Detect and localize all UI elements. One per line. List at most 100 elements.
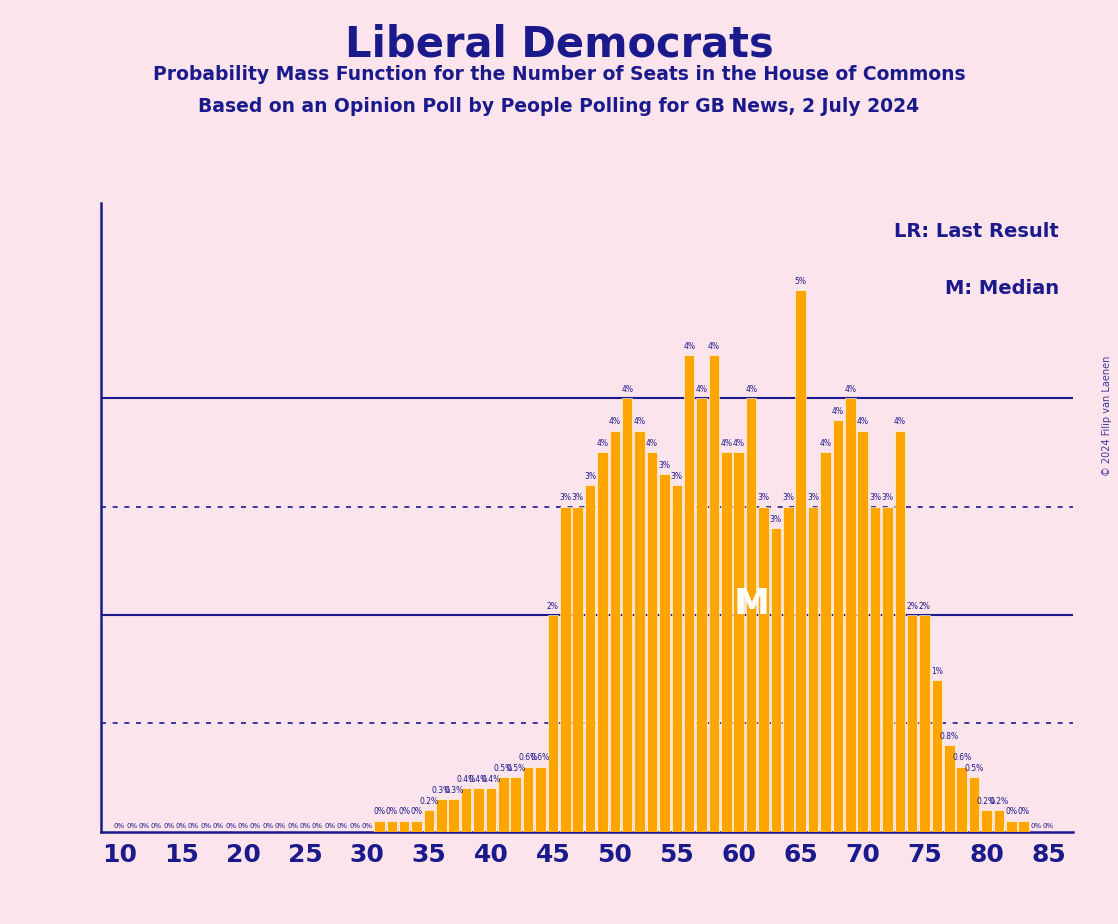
Bar bbox=[783, 506, 794, 832]
Text: 0%: 0% bbox=[373, 808, 386, 817]
Text: 0%: 0% bbox=[114, 823, 125, 830]
Text: 4%: 4% bbox=[856, 418, 869, 427]
Bar bbox=[609, 431, 620, 832]
Text: 0.5%: 0.5% bbox=[506, 764, 525, 773]
Bar bbox=[795, 290, 806, 832]
Bar bbox=[746, 398, 757, 832]
Text: 3%: 3% bbox=[559, 493, 571, 503]
Text: 0%: 0% bbox=[163, 823, 174, 830]
Text: 3%: 3% bbox=[881, 493, 893, 503]
Text: 0.6%: 0.6% bbox=[953, 753, 972, 762]
Bar bbox=[833, 419, 843, 832]
Bar bbox=[919, 615, 930, 832]
Text: 0%: 0% bbox=[300, 823, 311, 830]
Bar bbox=[387, 821, 397, 832]
Text: 2%: 2% bbox=[907, 602, 918, 611]
Bar bbox=[944, 745, 955, 832]
Text: 4%: 4% bbox=[819, 439, 832, 448]
Text: 4%: 4% bbox=[832, 407, 844, 416]
Text: 0%: 0% bbox=[275, 823, 286, 830]
Bar bbox=[572, 506, 582, 832]
Bar bbox=[845, 398, 855, 832]
Text: 3%: 3% bbox=[671, 471, 683, 480]
Text: 3%: 3% bbox=[758, 493, 769, 503]
Bar bbox=[721, 453, 731, 832]
Bar bbox=[461, 788, 472, 832]
Bar bbox=[982, 810, 992, 832]
Bar bbox=[536, 767, 546, 832]
Bar bbox=[560, 506, 570, 832]
Bar bbox=[498, 777, 509, 832]
Text: 0%: 0% bbox=[337, 823, 348, 830]
Bar bbox=[548, 615, 558, 832]
Bar bbox=[870, 506, 880, 832]
Text: 0%: 0% bbox=[349, 823, 360, 830]
Text: 0%: 0% bbox=[1005, 808, 1017, 817]
Bar bbox=[424, 810, 434, 832]
Text: 0.2%: 0.2% bbox=[977, 796, 996, 806]
Text: 0.3%: 0.3% bbox=[432, 785, 451, 795]
Bar bbox=[436, 799, 446, 832]
Text: 4%: 4% bbox=[683, 342, 695, 350]
Bar bbox=[821, 453, 831, 832]
Text: 0.4%: 0.4% bbox=[468, 775, 489, 784]
Bar bbox=[882, 506, 892, 832]
Text: 0%: 0% bbox=[410, 808, 423, 817]
Bar bbox=[1006, 821, 1016, 832]
Bar bbox=[709, 355, 719, 832]
Bar bbox=[597, 453, 608, 832]
Bar bbox=[957, 767, 967, 832]
Bar bbox=[485, 788, 496, 832]
Bar bbox=[411, 821, 421, 832]
Bar bbox=[969, 777, 979, 832]
Text: 3%: 3% bbox=[571, 493, 584, 503]
Text: 0.3%: 0.3% bbox=[444, 785, 463, 795]
Text: 0%: 0% bbox=[200, 823, 211, 830]
Bar bbox=[684, 355, 694, 832]
Text: 4%: 4% bbox=[844, 385, 856, 394]
Text: 4%: 4% bbox=[609, 418, 620, 427]
Text: 0%: 0% bbox=[1017, 808, 1030, 817]
Text: 0%: 0% bbox=[176, 823, 187, 830]
Text: 2%: 2% bbox=[919, 602, 930, 611]
Text: 0.2%: 0.2% bbox=[419, 796, 438, 806]
Text: 4%: 4% bbox=[720, 439, 732, 448]
Text: 0%: 0% bbox=[398, 808, 410, 817]
Text: 0.6%: 0.6% bbox=[531, 753, 550, 762]
Bar bbox=[907, 615, 918, 832]
Bar bbox=[758, 506, 769, 832]
Text: 0%: 0% bbox=[225, 823, 236, 830]
Text: 0.5%: 0.5% bbox=[494, 764, 513, 773]
Bar bbox=[511, 777, 521, 832]
Bar bbox=[697, 398, 707, 832]
Text: 0.4%: 0.4% bbox=[456, 775, 476, 784]
Text: 4%: 4% bbox=[634, 418, 645, 427]
Bar bbox=[770, 529, 781, 832]
Bar bbox=[808, 506, 818, 832]
Text: 4%: 4% bbox=[622, 385, 633, 394]
Bar bbox=[660, 474, 670, 832]
Bar bbox=[858, 431, 868, 832]
Text: 0%: 0% bbox=[263, 823, 274, 830]
Bar bbox=[448, 799, 459, 832]
Bar bbox=[634, 431, 645, 832]
Text: 4%: 4% bbox=[646, 439, 659, 448]
Text: 0.8%: 0.8% bbox=[940, 732, 959, 741]
Text: 0%: 0% bbox=[312, 823, 323, 830]
Bar bbox=[399, 821, 409, 832]
Bar bbox=[994, 810, 1004, 832]
Bar bbox=[894, 431, 906, 832]
Text: 1%: 1% bbox=[931, 666, 942, 675]
Text: 3%: 3% bbox=[783, 493, 794, 503]
Bar bbox=[473, 788, 484, 832]
Bar bbox=[1018, 821, 1029, 832]
Bar bbox=[622, 398, 633, 832]
Text: 3%: 3% bbox=[659, 461, 671, 469]
Text: 0%: 0% bbox=[126, 823, 138, 830]
Bar bbox=[523, 767, 533, 832]
Text: 4%: 4% bbox=[745, 385, 757, 394]
Text: 3%: 3% bbox=[584, 471, 596, 480]
Text: 2%: 2% bbox=[547, 602, 559, 611]
Text: 0%: 0% bbox=[324, 823, 335, 830]
Text: 3%: 3% bbox=[770, 515, 781, 524]
